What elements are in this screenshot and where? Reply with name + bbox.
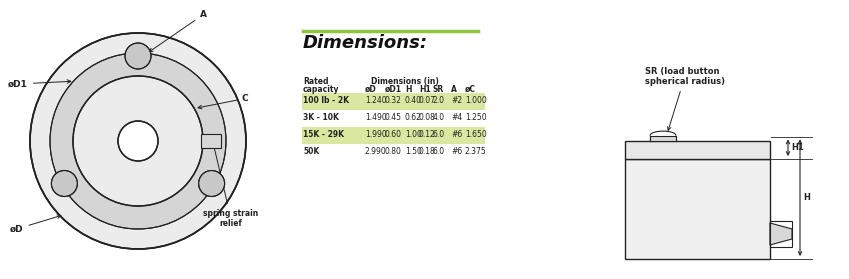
Text: #6: #6 — [451, 130, 462, 139]
Circle shape — [73, 76, 203, 206]
Bar — [770, 221, 792, 247]
Bar — [201, 134, 221, 148]
Bar — [625, 159, 770, 259]
Bar — [302, 127, 485, 144]
Text: 2.0: 2.0 — [433, 96, 445, 105]
Text: H: H — [803, 193, 810, 202]
Text: 1.250: 1.250 — [465, 113, 486, 122]
Text: Dimensions (in): Dimensions (in) — [371, 77, 439, 86]
Text: 0.45: 0.45 — [385, 113, 402, 122]
Text: H1: H1 — [419, 85, 430, 94]
Text: A: A — [451, 85, 457, 94]
Text: øD1: øD1 — [385, 85, 402, 94]
Text: 2.375: 2.375 — [465, 147, 486, 156]
Bar — [650, 136, 676, 141]
Text: øD: øD — [365, 85, 377, 94]
Text: 100 lb - 2K: 100 lb - 2K — [303, 96, 349, 105]
Text: 15K - 29K: 15K - 29K — [303, 130, 344, 139]
Text: 0.40: 0.40 — [405, 96, 422, 105]
Text: øD: øD — [10, 215, 61, 234]
Text: 0.32: 0.32 — [385, 96, 402, 105]
Text: H: H — [405, 85, 412, 94]
Text: spring strain
relief: spring strain relief — [204, 138, 259, 229]
Text: 6.0: 6.0 — [433, 130, 445, 139]
Bar — [302, 93, 485, 110]
Text: 1.00: 1.00 — [405, 130, 422, 139]
Circle shape — [125, 43, 151, 69]
Text: #4: #4 — [451, 113, 462, 122]
Text: øC: øC — [465, 85, 476, 94]
Text: 3K - 10K: 3K - 10K — [303, 113, 339, 122]
Text: 0.60: 0.60 — [385, 130, 402, 139]
Text: 1.000: 1.000 — [465, 96, 486, 105]
Circle shape — [118, 121, 158, 161]
Text: 0.18: 0.18 — [419, 147, 436, 156]
Polygon shape — [770, 223, 792, 245]
Text: 4.0: 4.0 — [433, 113, 445, 122]
Text: H1: H1 — [791, 143, 804, 152]
Text: 0.80: 0.80 — [385, 147, 402, 156]
Circle shape — [199, 170, 225, 196]
Text: 0.62: 0.62 — [405, 113, 422, 122]
Circle shape — [30, 33, 246, 249]
Text: A: A — [149, 10, 207, 52]
Text: capacity: capacity — [303, 85, 340, 94]
Text: 1.650: 1.650 — [465, 130, 486, 139]
Bar — [625, 141, 770, 159]
Text: 50K: 50K — [303, 147, 319, 156]
Text: 0.12: 0.12 — [419, 130, 436, 139]
Text: Rated: Rated — [303, 77, 329, 86]
Text: 2.990: 2.990 — [365, 147, 387, 156]
Text: #2: #2 — [451, 96, 462, 105]
Text: Dimensions:: Dimensions: — [303, 34, 428, 52]
Text: 1.240: 1.240 — [365, 96, 386, 105]
Text: øD1: øD1 — [8, 80, 70, 88]
Circle shape — [50, 53, 226, 229]
Text: #6: #6 — [451, 147, 462, 156]
Text: 1.990: 1.990 — [365, 130, 387, 139]
Text: 0.08: 0.08 — [419, 113, 436, 122]
Text: 6.0: 6.0 — [433, 147, 445, 156]
Text: 1.50: 1.50 — [405, 147, 422, 156]
Text: 0.07: 0.07 — [419, 96, 436, 105]
Circle shape — [52, 170, 77, 196]
Text: SR: SR — [433, 85, 444, 94]
Text: C: C — [198, 94, 249, 109]
Text: 1.490: 1.490 — [365, 113, 387, 122]
Text: SR (load button
spherical radius): SR (load button spherical radius) — [645, 67, 725, 130]
